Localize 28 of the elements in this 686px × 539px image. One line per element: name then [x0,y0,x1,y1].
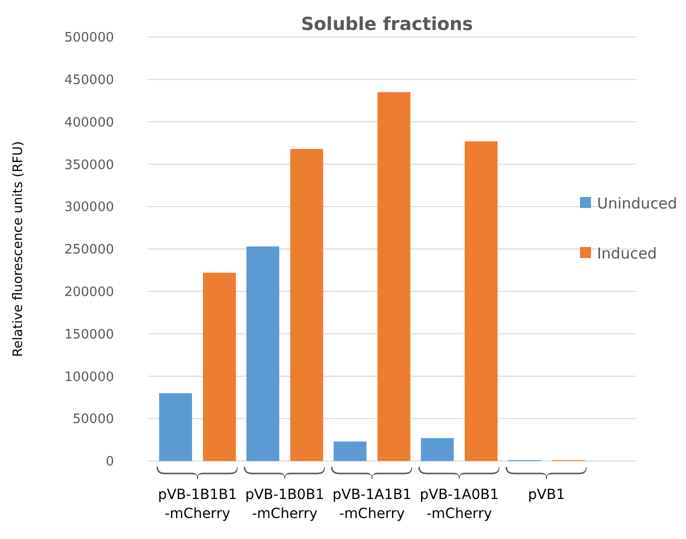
bar [290,148,324,461]
y-tick-label: 450000 [64,72,114,88]
chart-title: Soluble fractions [300,14,474,35]
bar [159,393,192,461]
y-tick-label: 500000 [64,30,114,46]
x-tick-label: pVB-1B1B1 -mCherry [158,487,238,522]
y-axis-title: Relative fluorescence units (RFU) [11,141,26,357]
y-tick-label: 100000 [64,370,114,385]
bar [464,141,498,461]
y-tick-label: 250000 [64,242,114,258]
x-tick-label: pVB-1A0B1 -mCherry [420,487,499,522]
bar [420,438,454,461]
y-tick-label: 400000 [64,115,114,130]
x-tick-label: pVB-1B0B1 -mCherry [245,487,324,522]
bar [202,272,236,461]
y-tick-label: 0 [106,454,114,470]
bar [334,441,367,461]
y-tick-label: 50000 [72,412,114,428]
legend-label: Uninduced [597,194,678,212]
y-tick-label: 350000 [64,158,114,173]
y-tick-label: 300000 [64,200,114,216]
y-tick-label: 200000 [64,284,114,300]
x-tick-label: pVB1 [528,487,565,503]
y-tick-label: 150000 [64,327,114,342]
bar [377,92,410,461]
bar [246,246,280,461]
legend-label: Induced [597,244,657,262]
x-tick-label: pVB-1A1B1 -mCherry [332,487,412,522]
